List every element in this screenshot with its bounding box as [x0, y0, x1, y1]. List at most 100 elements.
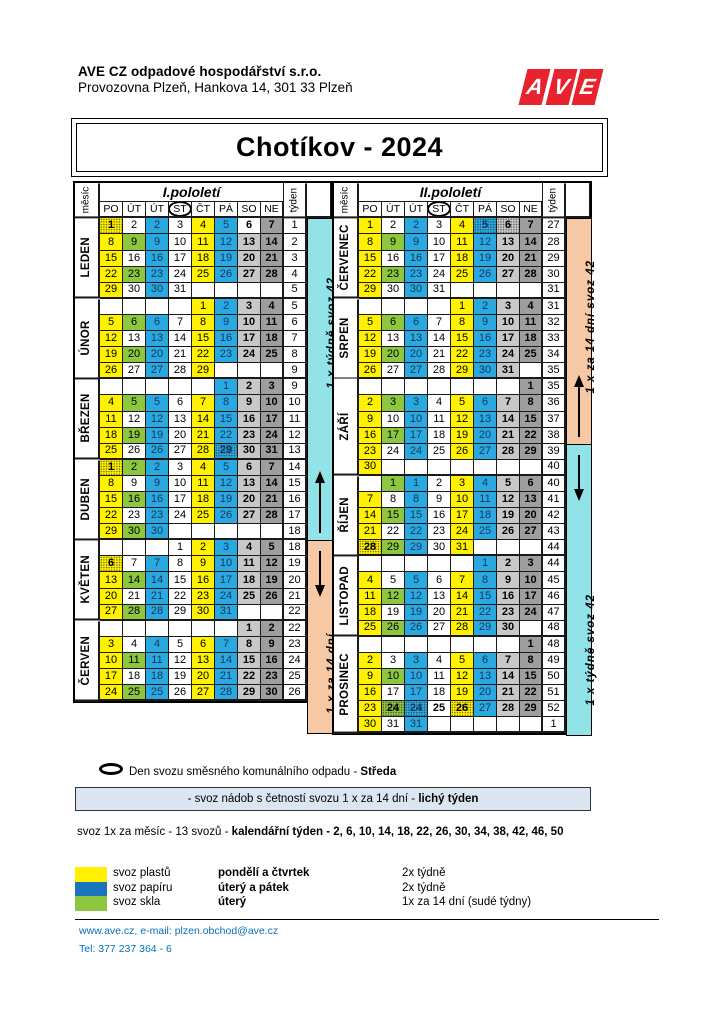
day-cell: 1: [520, 636, 543, 653]
day-cell: 9: [146, 475, 169, 492]
legend-waste-name: svoz plastů: [113, 867, 171, 879]
day-cell: 4: [428, 652, 451, 670]
day-cell: 11: [359, 588, 382, 605]
day-cell: 7: [451, 572, 474, 589]
day-cell: 6: [474, 395, 497, 412]
day-cell: 3: [261, 379, 284, 396]
day-cell: 2: [474, 298, 497, 315]
week-number-cell: 23: [284, 636, 307, 653]
day-name-header: ST: [169, 202, 192, 219]
week-number-cell: 35: [543, 379, 566, 396]
company-name: AVE CZ odpadové hospodářství s.r.o.: [78, 64, 322, 79]
day-cell: 6: [520, 475, 543, 492]
day-cell: 25: [474, 524, 497, 541]
day-cell: 18: [451, 250, 474, 267]
day-cell: 2: [359, 395, 382, 412]
day-cell: 12: [497, 491, 520, 509]
day-cell: 2: [123, 218, 146, 235]
day-name-header: SO: [238, 202, 261, 219]
day-cell: 14: [520, 234, 543, 251]
calendar-first-half: měsíc I.pololetí PO ÚT ÚT ST ČT PÁ SO NE týden LEDE…: [73, 181, 338, 735]
day-cell: [405, 556, 428, 573]
day-cell: 8: [382, 491, 405, 509]
day-cell: 31: [215, 604, 238, 621]
day-cell: 13: [474, 411, 497, 428]
day-cell: 2: [146, 459, 169, 476]
week-number-cell: 6: [284, 314, 307, 332]
day-cell: 15: [192, 331, 215, 348]
day-cell: 8: [405, 491, 428, 509]
day-cell: 21: [169, 347, 192, 364]
day-cell: 18: [100, 427, 123, 444]
day-cell: 27: [238, 266, 261, 283]
day-cell: 30: [405, 282, 428, 299]
day-cell: 31: [497, 363, 520, 380]
day-cell: 28: [215, 685, 238, 702]
day-cell: 18: [192, 250, 215, 267]
day-cell: 1: [238, 620, 261, 637]
day-cell: 13: [474, 669, 497, 686]
day-cell: 27: [474, 443, 497, 460]
day-cell: 26: [123, 443, 146, 460]
day-cell: 5: [451, 395, 474, 412]
day-cell: 29: [520, 443, 543, 460]
month-label: LISTOPAD: [334, 556, 359, 637]
day-cell: [192, 379, 215, 396]
day-cell: 30: [497, 620, 520, 637]
day-cell: 5: [100, 314, 123, 332]
day-cell: 14: [192, 411, 215, 428]
half-year-label: I.pololetí: [100, 183, 284, 202]
day-cell: [146, 298, 169, 315]
footer-divider: [75, 919, 659, 920]
month-label: ČERVEN: [75, 620, 100, 702]
day-cell: 9: [382, 234, 405, 251]
month-label: DUBEN: [75, 459, 100, 541]
day-cell: 27: [497, 266, 520, 283]
day-cell: 17: [215, 572, 238, 589]
day-cell: [451, 379, 474, 396]
day-cell: 4: [123, 636, 146, 653]
day-cell: 2: [123, 459, 146, 476]
day-cell: 17: [261, 411, 284, 428]
day-cell: 10: [100, 652, 123, 670]
day-name-header: ČT: [192, 202, 215, 219]
day-cell: 25: [192, 508, 215, 525]
week-number-cell: 27: [543, 218, 566, 235]
day-cell: 19: [497, 508, 520, 525]
day-cell: [123, 379, 146, 396]
day-cell: 10: [520, 572, 543, 589]
day-cell: 8: [169, 556, 192, 573]
day-cell: 22: [405, 524, 428, 541]
day-cell: 19: [359, 347, 382, 364]
day-cell: 5: [215, 218, 238, 235]
day-cell: 28: [497, 701, 520, 718]
day-cell: [474, 459, 497, 476]
day-cell: [382, 636, 405, 653]
day-cell: 21: [123, 588, 146, 605]
day-cell: [520, 540, 543, 557]
day-cell: 31: [169, 282, 192, 299]
day-cell: 28: [359, 540, 382, 557]
day-cell: 17: [169, 491, 192, 509]
day-cell: 2: [215, 298, 238, 315]
day-cell: [359, 379, 382, 396]
day-cell: 16: [497, 588, 520, 605]
week-number-cell: 43: [543, 524, 566, 541]
day-cell: 4: [520, 298, 543, 315]
month-label: SRPEN: [334, 298, 359, 380]
day-cell: [169, 298, 192, 315]
day-cell: 17: [520, 588, 543, 605]
day-cell: 3: [405, 652, 428, 670]
day-cell: 16: [359, 427, 382, 444]
week-number-cell: 15: [284, 475, 307, 492]
page-title: Chotíkov - 2024: [235, 132, 444, 162]
day-cell: 18: [520, 331, 543, 348]
day-cell: 4: [428, 395, 451, 412]
day-cell: 9: [123, 234, 146, 251]
week-number-cell: 20: [284, 572, 307, 589]
day-cell: [451, 636, 474, 653]
frequency-strip-cyan: 1 x týdně svoz 42: [566, 443, 597, 736]
day-cell: 15: [100, 250, 123, 267]
day-cell: [359, 636, 382, 653]
half-year-label: II.pololetí: [359, 183, 543, 202]
